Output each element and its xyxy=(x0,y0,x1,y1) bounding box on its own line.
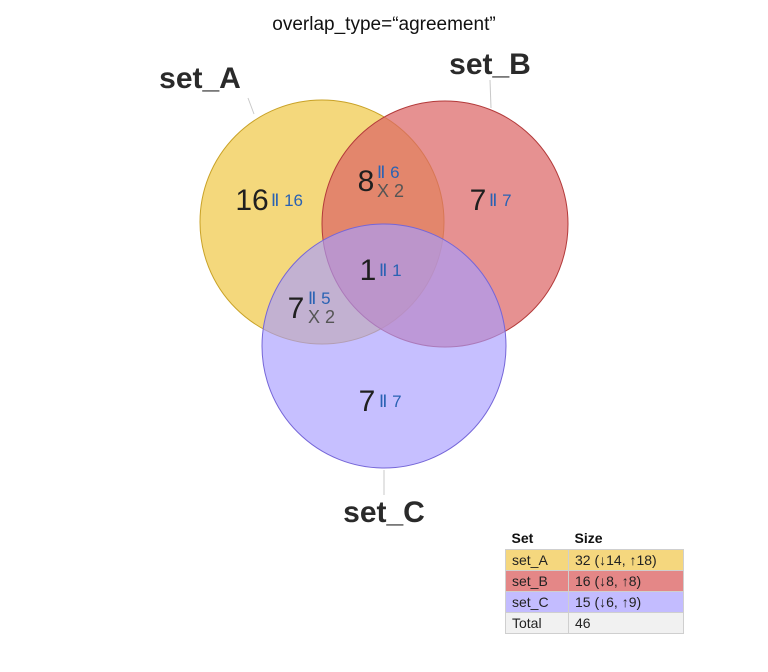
region-c-only-count: 7 xyxy=(359,385,376,418)
region-b-only-agree: Ⅱ 7 xyxy=(489,191,512,210)
legend-set-name: set_B xyxy=(505,570,569,592)
set-a-leader-line xyxy=(247,97,255,115)
region-abc-agree: Ⅱ 1 xyxy=(379,261,402,280)
set-b-label: set_B xyxy=(449,48,531,81)
legend-row-total: Total 46 xyxy=(505,612,684,634)
legend-header-set: Set xyxy=(511,530,534,546)
set-a-label: set_A xyxy=(159,62,241,95)
legend-header-row: Set Size xyxy=(506,528,684,550)
region-abc-count: 1 xyxy=(360,254,377,287)
legend-row-set-b: set_B 16 (↓8, ↑8) xyxy=(505,570,684,592)
legend-set-size: 15 (↓6, ↑9) xyxy=(568,591,684,613)
region-ab-agree: Ⅱ 6 xyxy=(377,163,400,182)
region-a-only-count: 16 xyxy=(235,184,268,217)
set-size-legend: Set Size set_A 32 (↓14, ↑18) set_B 16 (↓… xyxy=(505,528,684,634)
region-b-only-count: 7 xyxy=(470,184,487,217)
region-ac-count: 7 xyxy=(288,292,305,325)
region-ac-disagree: X 2 xyxy=(308,307,335,327)
legend-set-size: 16 (↓8, ↑8) xyxy=(568,570,684,592)
legend-total-size: 46 xyxy=(568,612,684,634)
set-b-leader-line xyxy=(489,79,492,109)
region-c-only-agree: Ⅱ 7 xyxy=(379,392,402,411)
legend-set-name: set_C xyxy=(505,591,569,613)
legend-set-size: 32 (↓14, ↑18) xyxy=(568,549,684,571)
legend-header-size: Size xyxy=(574,530,603,546)
legend-row-set-a: set_A 32 (↓14, ↑18) xyxy=(505,549,684,571)
region-a-only-agree: Ⅱ 16 xyxy=(271,191,303,210)
legend-row-set-c: set_C 15 (↓6, ↑9) xyxy=(505,591,684,613)
venn-diagram: overlap_type=“agreement” set_A set_B set… xyxy=(159,14,569,529)
region-ab-disagree: X 2 xyxy=(377,181,404,201)
set-c-circle xyxy=(261,223,507,469)
region-ab-count: 8 xyxy=(358,165,375,198)
region-ac-agree: Ⅱ 5 xyxy=(308,289,331,308)
diagram-title: overlap_type=“agreement” xyxy=(272,14,495,35)
legend-set-name: set_A xyxy=(505,549,569,571)
set-c-label: set_C xyxy=(343,496,425,529)
legend-total-label: Total xyxy=(505,612,569,634)
